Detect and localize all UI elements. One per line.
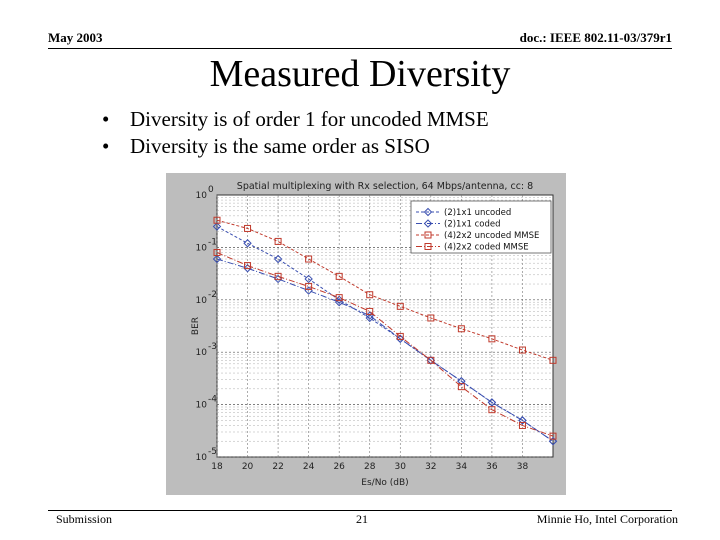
y-tick-label: 10 xyxy=(196,191,208,201)
data-point-square xyxy=(305,255,313,263)
data-point-diamond xyxy=(548,437,558,446)
data-point-diamond xyxy=(396,334,405,344)
data-point-square xyxy=(213,216,221,224)
footer-submission: Submission xyxy=(56,512,113,526)
y-tick-exponent: -3 xyxy=(208,342,217,352)
chart-figure: 18 20 22 24 26 28 30 32 34 36 38 10 0 10 -1 10 -2 10 -3 10-… xyxy=(166,173,566,495)
header-doc-id: doc.: IEEE 802.11-03/379r1 xyxy=(519,30,672,45)
data-point-square xyxy=(396,332,404,340)
data-point-square xyxy=(518,346,526,354)
x-tick-label: 28 xyxy=(364,462,376,472)
data-point-square xyxy=(244,224,252,232)
x-tick-label: 20 xyxy=(242,462,254,472)
series-4 xyxy=(213,248,557,440)
legend-label: (4)2x2 coded MMSE xyxy=(444,243,529,253)
series-line xyxy=(216,226,554,442)
y-tick-label: 10 xyxy=(196,401,208,411)
data-point-square xyxy=(549,432,557,440)
grid-lines xyxy=(216,195,553,458)
data-point-diamond xyxy=(212,254,222,264)
y-tick-label: 10 xyxy=(196,453,208,463)
header-rule xyxy=(48,48,672,49)
footer-rule xyxy=(48,510,672,511)
data-point-diamond xyxy=(423,219,433,228)
series-group xyxy=(212,216,558,446)
y-tick-exponent: -4 xyxy=(208,395,217,405)
y-tick-exponent: -1 xyxy=(208,237,217,247)
data-point-square xyxy=(244,262,252,270)
data-point-diamond xyxy=(457,376,466,386)
ber-chart: 18 20 22 24 26 28 30 32 34 36 3810010-110-210-310-… xyxy=(191,181,558,488)
legend: (2)1x1 uncoded (2)1x1 coded(4)2x2 uncoded… xyxy=(410,200,552,254)
data-point-square xyxy=(457,383,465,391)
slide-title: Measured Diversity xyxy=(209,53,511,95)
x-tick-label: 18 xyxy=(211,462,223,472)
x-tick-label: 38 xyxy=(517,462,529,472)
data-point-square xyxy=(274,272,282,280)
data-point-square xyxy=(518,421,526,429)
data-point-square xyxy=(396,302,404,310)
y-axis-label: BER xyxy=(191,317,201,335)
data-point-square xyxy=(274,237,282,245)
data-point-diamond xyxy=(423,207,433,217)
y-tick-label: 10 xyxy=(196,348,208,358)
bullet-text: Diversity is of order 1 for uncoded MMSE xyxy=(130,107,489,131)
y-tick-label: 10 xyxy=(196,296,208,306)
x-tick-label: 24 xyxy=(303,462,315,472)
series-line xyxy=(216,258,554,442)
data-point-square xyxy=(424,231,432,239)
chart-title: Spatial multiplexing with Rx selection, … xyxy=(237,181,533,192)
page-number: 21 xyxy=(356,512,368,526)
series-line xyxy=(216,219,554,361)
data-point-square xyxy=(213,248,221,256)
data-point-diamond xyxy=(273,254,283,264)
x-tick-label: 34 xyxy=(456,462,468,472)
data-point-square xyxy=(457,325,465,333)
series-line xyxy=(216,252,554,437)
data-point-square xyxy=(305,282,313,290)
data-point-diamond xyxy=(243,239,252,248)
data-point-square xyxy=(427,314,435,322)
bullet-dot-icon: • xyxy=(102,107,110,131)
bullet-item: • Diversity is of order 1 for uncoded MMS… xyxy=(100,106,489,133)
legend-box xyxy=(410,200,552,254)
data-point-diamond xyxy=(426,356,436,365)
data-point-square xyxy=(488,335,496,343)
x-tick-label: 26 xyxy=(333,462,345,472)
x-tick-label: 36 xyxy=(486,462,498,472)
y-tick-label: 10 xyxy=(196,243,208,253)
data-point-square xyxy=(424,243,432,250)
bullet-dot-icon: • xyxy=(102,134,110,158)
y-tick-exponent: 0 xyxy=(208,185,214,195)
data-point-diamond xyxy=(304,274,313,284)
data-point-diamond xyxy=(273,274,283,284)
data-point-diamond xyxy=(518,416,527,425)
legend-label: (2)1x1 uncoded xyxy=(444,208,511,218)
y-tick-exponent: -2 xyxy=(208,290,217,300)
x-tick-label: 32 xyxy=(425,462,436,472)
data-point-square xyxy=(549,356,557,364)
data-point-square xyxy=(366,307,374,315)
legend-label: (2)1x1 coded xyxy=(444,220,500,230)
data-point-square xyxy=(335,294,343,302)
x-axis-label: Es/No (dB) xyxy=(361,478,408,488)
series-3 xyxy=(213,216,557,364)
bullet-item: • Diversity is the same order as SISO xyxy=(100,133,489,160)
y-tick-exponent: -5 xyxy=(208,447,217,457)
bullet-list: • Diversity is of order 1 for uncoded MMS… xyxy=(100,106,489,160)
legend-label: (4)2x2 uncoded MMSE xyxy=(444,231,539,241)
data-point-diamond xyxy=(212,222,222,231)
tick-labels: 18 20 22 24 26 28 30 32 34 36 3810010-110-210-310-… xyxy=(196,185,529,472)
header-date: May 2003 xyxy=(48,30,103,45)
bullet-text: Diversity is the same order as SISO xyxy=(130,134,430,158)
data-point-square xyxy=(366,291,374,299)
footer-author: Minnie Ho, Intel Corporation xyxy=(536,512,678,526)
x-tick-label: 22 xyxy=(272,462,283,472)
x-tick-label: 30 xyxy=(395,462,407,472)
data-point-square xyxy=(488,406,496,414)
data-point-diamond xyxy=(487,398,497,407)
data-point-square xyxy=(335,272,343,280)
data-point-diamond xyxy=(243,264,252,273)
data-point-square xyxy=(427,356,435,364)
